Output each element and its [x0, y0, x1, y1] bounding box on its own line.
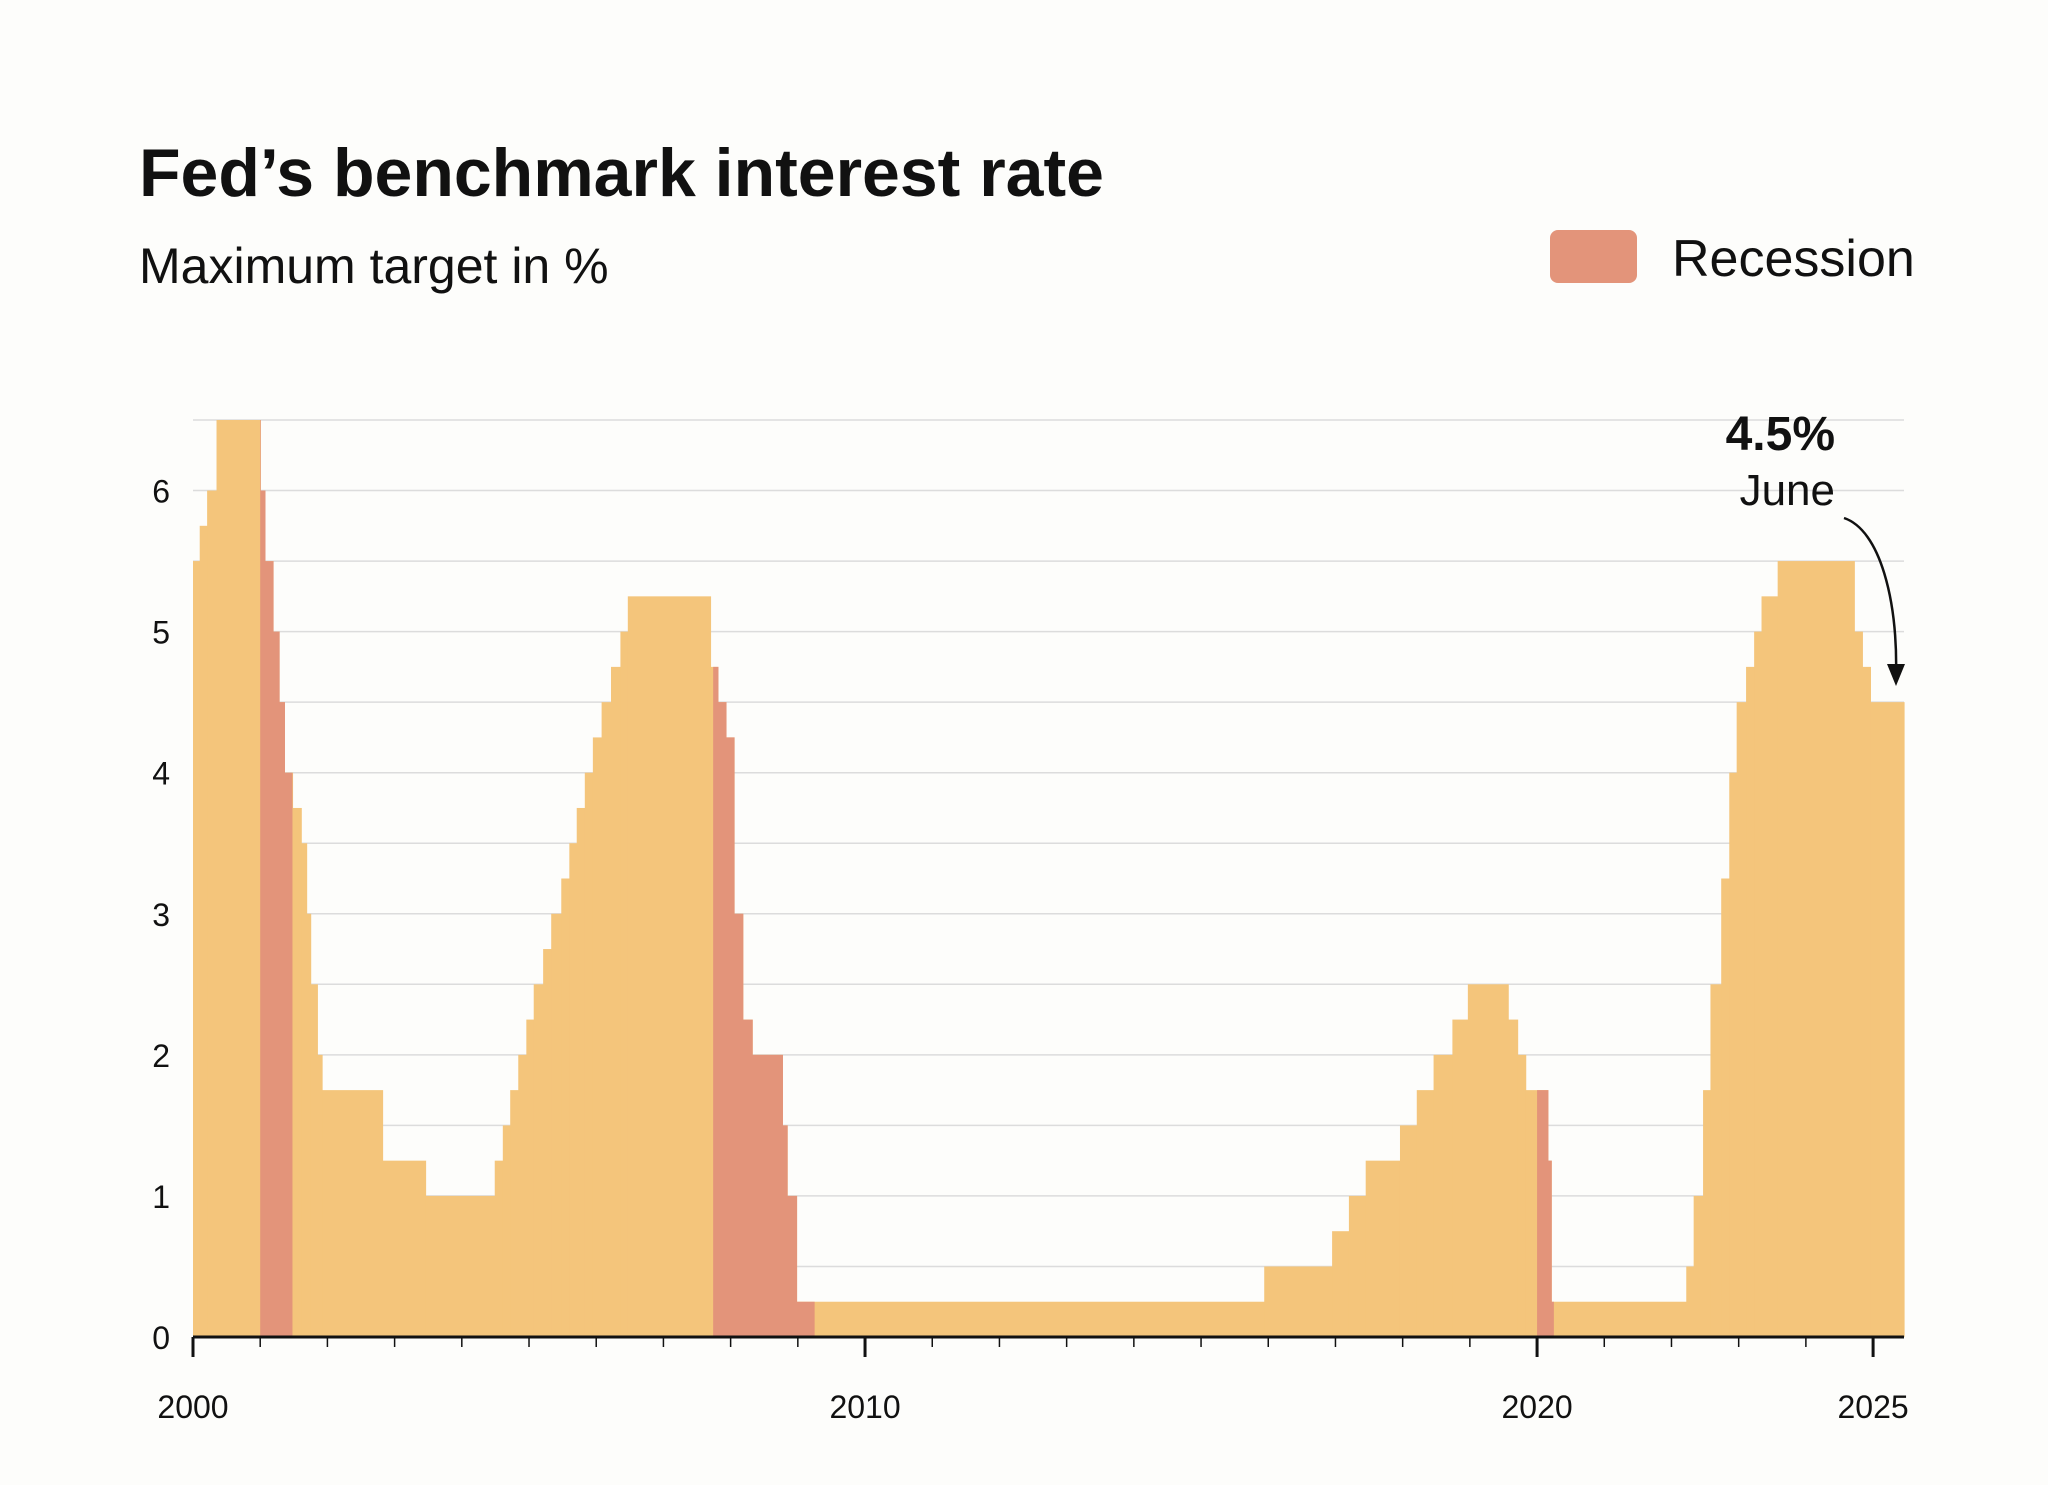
- rate-step: [1365, 1160, 1401, 1337]
- rate-step: [561, 878, 570, 1337]
- y-tick-label: 5: [152, 615, 170, 651]
- rate-step: [382, 1160, 427, 1337]
- rate-step: [1710, 984, 1722, 1337]
- rate-step: [292, 807, 302, 1337]
- rate-step: [1264, 1266, 1333, 1337]
- annotation-arrowhead: [1887, 664, 1905, 686]
- rate-step: [592, 737, 603, 1337]
- rate-step: [1452, 1019, 1469, 1337]
- rate-step: [1551, 1301, 1687, 1337]
- rate-step: [310, 984, 318, 1337]
- rate-step: [1433, 1054, 1453, 1337]
- rate-step: [1693, 1195, 1704, 1337]
- annotation-value: 4.5%: [1726, 408, 1835, 461]
- annotation-arrow: [1843, 516, 1898, 679]
- rate-step: [1777, 561, 1855, 1337]
- rate-step: [611, 666, 622, 1337]
- rate-step: [576, 807, 586, 1337]
- chart-subtitle: Maximum target in %: [139, 238, 609, 294]
- rate-step: [627, 596, 712, 1337]
- rate-step: [1508, 1019, 1519, 1337]
- y-tick-label: 1: [152, 1179, 170, 1215]
- rate-step: [1736, 702, 1747, 1337]
- rate-step: [533, 984, 544, 1337]
- rate-step: [322, 1090, 384, 1337]
- rate-step: [569, 843, 578, 1337]
- rate-step: [1761, 596, 1779, 1337]
- rate-step: [425, 1195, 496, 1337]
- chart-title: Fed’s benchmark interest rate: [139, 135, 1104, 211]
- rate-step: [1870, 702, 1905, 1337]
- rate-step: [1332, 1231, 1350, 1337]
- rate-step: [1686, 1266, 1695, 1337]
- rate-step: [306, 913, 312, 1337]
- y-tick-label: 3: [152, 897, 170, 933]
- x-tick-label: 2020: [1501, 1389, 1572, 1425]
- rate-step: [301, 843, 308, 1337]
- rate-step: [584, 772, 594, 1337]
- annotation-label: June: [1740, 466, 1835, 515]
- rate-step: [518, 1054, 527, 1337]
- rate-step: [207, 490, 218, 1337]
- rate-step: [1862, 666, 1871, 1337]
- rate-step: [502, 1125, 511, 1337]
- rate-step: [1754, 631, 1763, 1337]
- rate-step: [1746, 666, 1755, 1337]
- y-tick-label: 2: [152, 1038, 170, 1074]
- legend: Recession: [1550, 230, 1915, 288]
- rate-step: [796, 1301, 1265, 1337]
- rate-step: [1517, 1054, 1527, 1337]
- rate-step: [1399, 1125, 1418, 1337]
- rate-step: [1348, 1195, 1367, 1337]
- rate-step: [1467, 984, 1509, 1337]
- rate-step: [601, 702, 612, 1337]
- rate-step: [193, 561, 201, 1337]
- rate-step: [199, 525, 208, 1337]
- y-tick-label: 0: [152, 1320, 170, 1356]
- legend-swatch: [1550, 230, 1637, 283]
- rate-step: [1721, 878, 1730, 1337]
- legend-label: Recession: [1672, 230, 1915, 288]
- rate-step: [1416, 1090, 1435, 1337]
- rate-step: [494, 1160, 504, 1337]
- y-tick-label: 4: [152, 756, 170, 792]
- rate-step: [510, 1090, 519, 1337]
- rate-step: [620, 631, 629, 1337]
- rate-step: [543, 949, 552, 1337]
- rate-step: [551, 913, 562, 1337]
- rate-step: [1854, 631, 1863, 1337]
- rate-step: [526, 1019, 535, 1337]
- rate-step: [1703, 1090, 1712, 1337]
- rate-step: [1729, 772, 1738, 1337]
- y-tick-label: 6: [152, 474, 170, 510]
- x-tick-label: 2010: [829, 1389, 900, 1425]
- x-tick-label: 2025: [1837, 1389, 1908, 1425]
- x-tick-label: 2000: [157, 1389, 228, 1425]
- rate-step: [216, 420, 261, 1337]
- rate-step: [317, 1054, 323, 1337]
